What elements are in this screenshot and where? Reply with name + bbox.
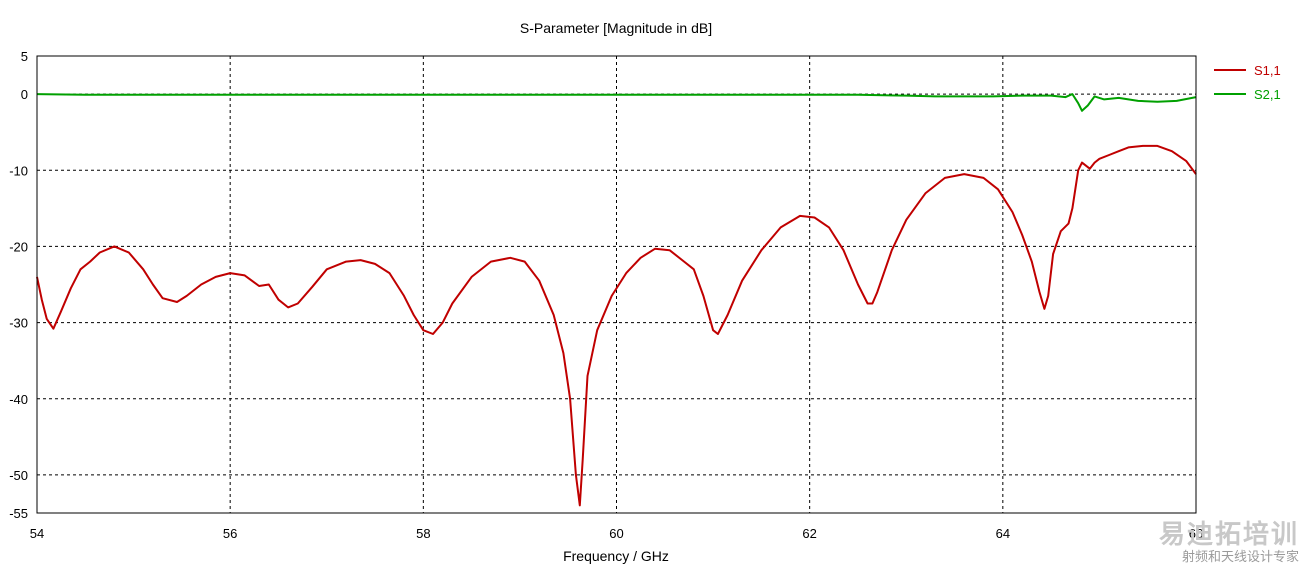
- y-tick-label: -30: [9, 316, 28, 331]
- x-tick-label: 64: [996, 526, 1010, 541]
- x-tick-label: 66: [1189, 526, 1203, 541]
- x-tick-label: 62: [802, 526, 816, 541]
- chart-title: S-Parameter [Magnitude in dB]: [520, 20, 712, 36]
- plot-frame: [36, 55, 1197, 514]
- legend-label: S2,1: [1254, 87, 1281, 102]
- legend-label: S1,1: [1254, 63, 1281, 78]
- x-tick-labels: 54 56 58 60 62 64 66: [30, 526, 1203, 541]
- y-tick-label: -40: [9, 392, 28, 407]
- series-line-1: [36, 144, 1197, 507]
- y-tick-label: -50: [9, 468, 28, 483]
- y-tick-label: 0: [21, 87, 28, 102]
- x-axis-label: Frequency / GHz: [563, 548, 669, 564]
- x-tick-label: 54: [30, 526, 44, 541]
- y-tick-labels: 5 0 -10 -20 -30 -40 -50 -55: [9, 49, 28, 521]
- x-tick-label: 60: [609, 526, 623, 541]
- x-tick-label: 56: [223, 526, 237, 541]
- series-lines: [36, 93, 1197, 507]
- y-tick-label: -10: [9, 163, 28, 178]
- y-tick-label: 5: [21, 49, 28, 64]
- y-tick-label: -55: [9, 506, 28, 521]
- legend: S1,1 S2,1: [1214, 63, 1281, 102]
- grid-lines: [37, 56, 1196, 513]
- x-tick-label: 58: [416, 526, 430, 541]
- series-line-2: [36, 93, 1197, 112]
- y-tick-label: -20: [9, 239, 28, 254]
